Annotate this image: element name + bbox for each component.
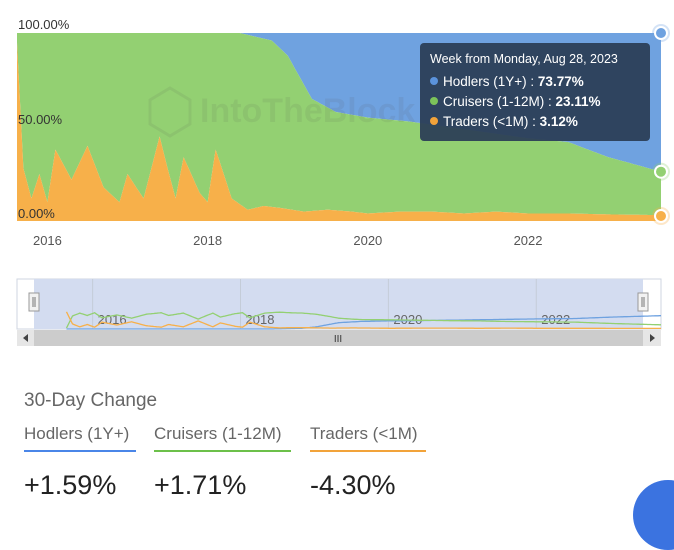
cruisers-dot-icon xyxy=(430,97,438,105)
change-col-hodlers: Hodlers (1Y+) +1.59% xyxy=(24,424,136,500)
traders-dot-icon xyxy=(430,117,438,125)
change-value: +1.71% xyxy=(154,470,247,500)
series-area-traders xyxy=(17,42,661,222)
tooltip-row-hodlers: Hodlers (1Y+) : 73.77% xyxy=(430,72,640,92)
x-axis-labels: 2016 2018 2020 2022 xyxy=(33,233,543,248)
change-label: Hodlers (1Y+) xyxy=(24,424,136,452)
x-tick-label: 2018 xyxy=(193,233,222,248)
series-area-cruisers xyxy=(17,33,661,216)
y-axis-labels: 100.00% 50.00% 0.00% xyxy=(18,17,70,221)
scroll-left-arrow-icon[interactable] xyxy=(23,334,28,342)
change-title: 30-Day Change xyxy=(24,390,158,411)
navigator-line-hodlers xyxy=(66,315,661,330)
scroll-right-arrow-icon[interactable] xyxy=(650,334,655,342)
chat-bubble-button[interactable] xyxy=(633,480,674,550)
tooltip-value: 23.11% xyxy=(555,94,601,109)
navigator-line-cruisers xyxy=(65,311,661,329)
x-tick-label: 2020 xyxy=(353,233,382,248)
change-label: Traders (<1M) xyxy=(310,424,426,452)
hodlers-dot-icon xyxy=(430,77,438,85)
change-value: +1.59% xyxy=(24,470,117,500)
navigator-series xyxy=(65,311,661,330)
watermark-logo: IntoTheBlock xyxy=(148,86,415,138)
scroll-grip-icon[interactable]: III xyxy=(334,334,342,345)
cruisers-marker xyxy=(654,164,668,179)
x-tick-label: 2022 xyxy=(514,233,543,248)
change-value: -4.30% xyxy=(310,470,396,500)
scrollbar-thumb[interactable] xyxy=(34,330,643,346)
tooltip-title: Week from Monday, Aug 28, 2023 xyxy=(430,52,618,66)
y-tick-label: 50.00% xyxy=(18,112,63,127)
tooltip-row-traders: Traders (<1M) : 3.12% xyxy=(430,112,640,132)
navigator[interactable]: 2016 2018 2020 2022 III xyxy=(0,276,674,351)
tooltip-value: 3.12% xyxy=(539,114,578,129)
y-tick-label: 0.00% xyxy=(18,206,55,221)
navigator-handle-left[interactable] xyxy=(28,292,40,312)
y-tick-label: 100.00% xyxy=(18,17,70,32)
change-col-traders: Traders (<1M) -4.30% xyxy=(310,424,426,500)
x-tick-label: 2016 xyxy=(33,233,62,248)
navigator-tick-label: 2022 xyxy=(541,312,570,327)
navigator-handle-right[interactable] xyxy=(637,292,649,312)
tooltip-label: Hodlers (1Y+) : xyxy=(443,74,538,89)
navigator-line-traders xyxy=(65,311,661,330)
navigator-selection[interactable] xyxy=(34,279,643,329)
tooltip-label: Cruisers (1-12M) : xyxy=(443,94,556,109)
tooltip-row-cruisers: Cruisers (1-12M) : 23.11% xyxy=(430,92,640,112)
tooltip: Week from Monday, Aug 28, 2023 Hodlers (… xyxy=(420,43,650,141)
traders-marker xyxy=(654,209,668,223)
tooltip-value: 73.77% xyxy=(537,74,584,89)
watermark-text: IntoTheBlock xyxy=(200,92,415,130)
change-label: Cruisers (1-12M) xyxy=(154,424,291,452)
tooltip-label: Traders (<1M) : xyxy=(443,114,540,129)
hover-markers xyxy=(652,24,670,225)
change-col-cruisers: Cruisers (1-12M) +1.71% xyxy=(154,424,291,500)
hodlers-marker xyxy=(654,26,668,40)
